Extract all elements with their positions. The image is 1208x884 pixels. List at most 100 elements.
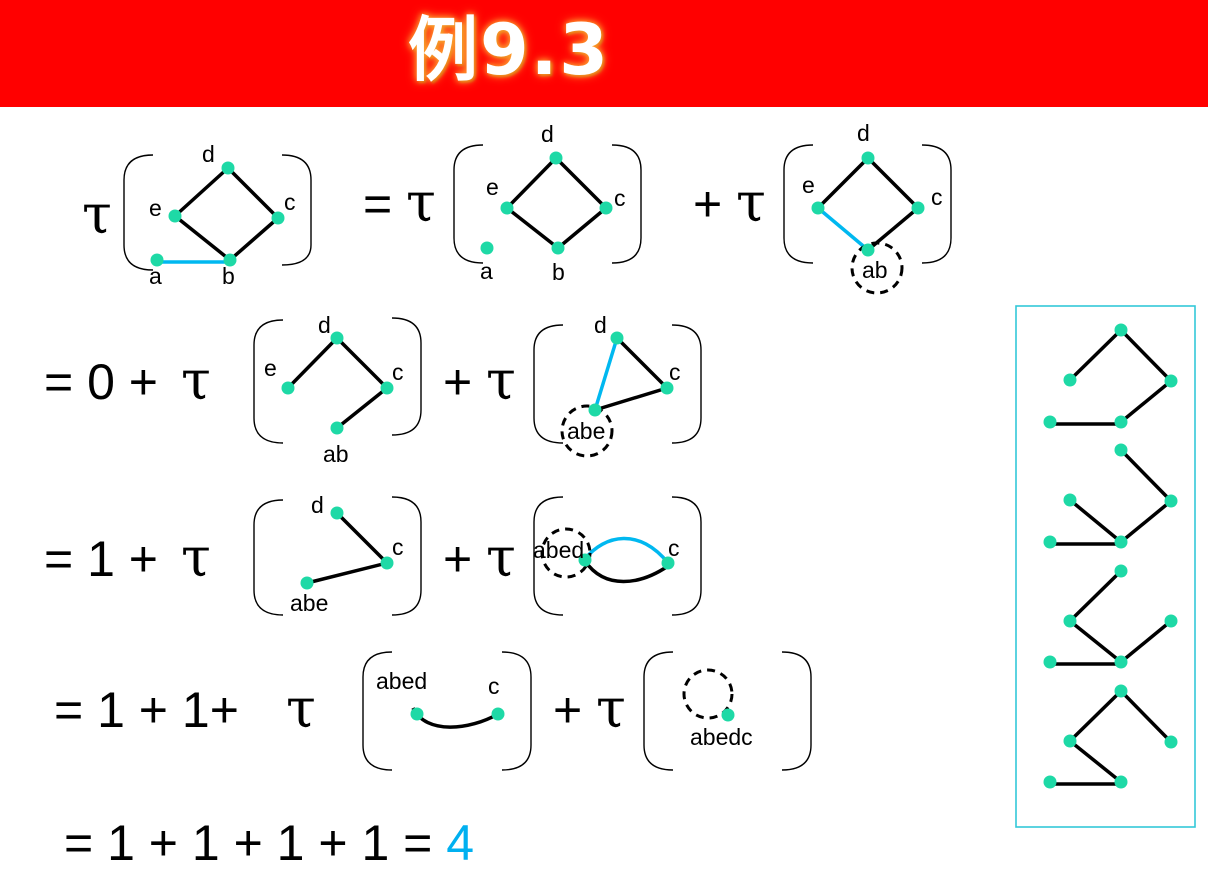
final-sum-text: = 1 + 1 + 1 + 1 = <box>64 815 432 871</box>
label-e: e <box>486 174 499 200</box>
tree-node <box>1114 655 1128 669</box>
label-abe: abe <box>290 590 328 616</box>
edge-c-abe <box>594 386 668 412</box>
label-c: c <box>668 535 680 561</box>
plus-sign: + <box>693 176 722 232</box>
tree-edge <box>1068 619 1123 664</box>
merged-vertex-abe-outline <box>560 404 614 458</box>
plus-sign: + <box>553 682 582 738</box>
node-ab <box>861 243 875 257</box>
node-c <box>660 381 674 395</box>
row1: τ d e c a b = τ <box>82 120 952 295</box>
tau-symbol: τ <box>486 349 516 412</box>
tree-edge <box>1119 448 1173 503</box>
edge-d-e <box>286 336 339 390</box>
edge-d-e <box>173 166 230 218</box>
node-c <box>491 707 505 721</box>
label-ab: ab <box>862 257 888 283</box>
tree-node <box>1043 775 1057 789</box>
left-bracket <box>643 651 674 771</box>
label-abed: abed <box>533 537 584 563</box>
merged-vertex-abed-outline <box>540 527 592 579</box>
node-d <box>330 331 344 345</box>
label-e: e <box>264 355 277 381</box>
node-b <box>223 253 237 267</box>
right-bracket <box>281 154 312 266</box>
tree-edge <box>1119 379 1173 424</box>
edge-abed-c-highlight <box>583 536 670 565</box>
edge-d-c <box>335 511 389 565</box>
graph-5-contract-abe: d c abe <box>533 312 702 458</box>
tree-node <box>1114 535 1128 549</box>
node-e <box>168 209 182 223</box>
graph-9-contract-abedc: abedc <box>643 651 812 771</box>
tree-node <box>1063 614 1077 628</box>
left-bracket <box>453 144 484 264</box>
label-c: c <box>392 359 404 385</box>
tree-node <box>1114 775 1128 789</box>
edge-e-b <box>173 214 232 262</box>
edge-e-ab-highlight <box>816 206 870 252</box>
tree-edge <box>1119 619 1173 664</box>
node-abe <box>588 403 602 417</box>
tau-symbol: τ <box>181 526 211 589</box>
spanning-tree-4 <box>1043 684 1178 789</box>
node-d <box>221 161 235 175</box>
tau-symbol: τ <box>181 349 211 412</box>
equals-sign: = <box>363 176 392 232</box>
spanning-tree-2 <box>1043 443 1178 549</box>
node-d <box>330 506 344 520</box>
row2-prefix: = 0 + <box>44 354 158 410</box>
plus-sign: + <box>443 354 472 410</box>
tree-node <box>1043 415 1057 429</box>
edge-d-e <box>505 156 558 210</box>
graph-4-delete-abe: d e c ab <box>253 312 422 467</box>
label-a: a <box>480 258 493 284</box>
tree-edge <box>1068 328 1123 382</box>
row4-prefix: = 1 + 1+ <box>54 682 239 738</box>
label-c: c <box>669 359 681 385</box>
edge-d-c <box>866 156 920 210</box>
graph-1-original: d e c a b <box>123 141 312 289</box>
right-bracket <box>921 144 952 264</box>
right-bracket <box>781 651 812 771</box>
tree-node <box>1063 734 1077 748</box>
node-c <box>380 556 394 570</box>
node-d <box>610 331 624 345</box>
answer-value: 4 <box>446 815 474 871</box>
final-row: = 1 + 1 + 1 + 1 = 4 <box>64 815 474 871</box>
final-sum: = 1 + 1 + 1 + 1 = 4 <box>64 815 474 871</box>
graph-3-contract-ab: d e c ab <box>783 120 952 295</box>
right-bracket <box>611 144 642 264</box>
label-d: d <box>202 141 215 167</box>
label-e: e <box>802 172 815 198</box>
spanning-tree-1 <box>1043 323 1178 429</box>
label-abedc: abedc <box>690 724 753 750</box>
edge-d-c <box>335 336 389 390</box>
edge-abed-c <box>583 559 669 584</box>
tree-edge <box>1068 569 1123 623</box>
label-b: b <box>222 263 235 289</box>
node-c <box>271 211 285 225</box>
tree-node <box>1063 373 1077 387</box>
tau-symbol: τ <box>286 677 316 740</box>
node-e <box>281 381 295 395</box>
tree-node <box>1114 564 1128 578</box>
node-a <box>150 253 164 267</box>
tree-node <box>1043 535 1057 549</box>
graph-8-delete-abedc: abed c <box>362 651 532 771</box>
edge-e-b <box>505 206 560 250</box>
tree-node <box>1043 655 1057 669</box>
edge-d-c <box>554 156 608 210</box>
left-bracket <box>123 154 154 271</box>
tree-edge <box>1068 689 1123 743</box>
tree-edge <box>1119 689 1173 744</box>
tree-node <box>1164 374 1178 388</box>
edge-d-c <box>615 336 669 390</box>
node-a <box>480 241 494 255</box>
label-d: d <box>318 312 331 338</box>
edge-c-ab <box>335 386 389 430</box>
right-bracket <box>671 496 702 616</box>
tree-edge <box>1068 498 1123 544</box>
label-abed: abed <box>376 668 427 694</box>
